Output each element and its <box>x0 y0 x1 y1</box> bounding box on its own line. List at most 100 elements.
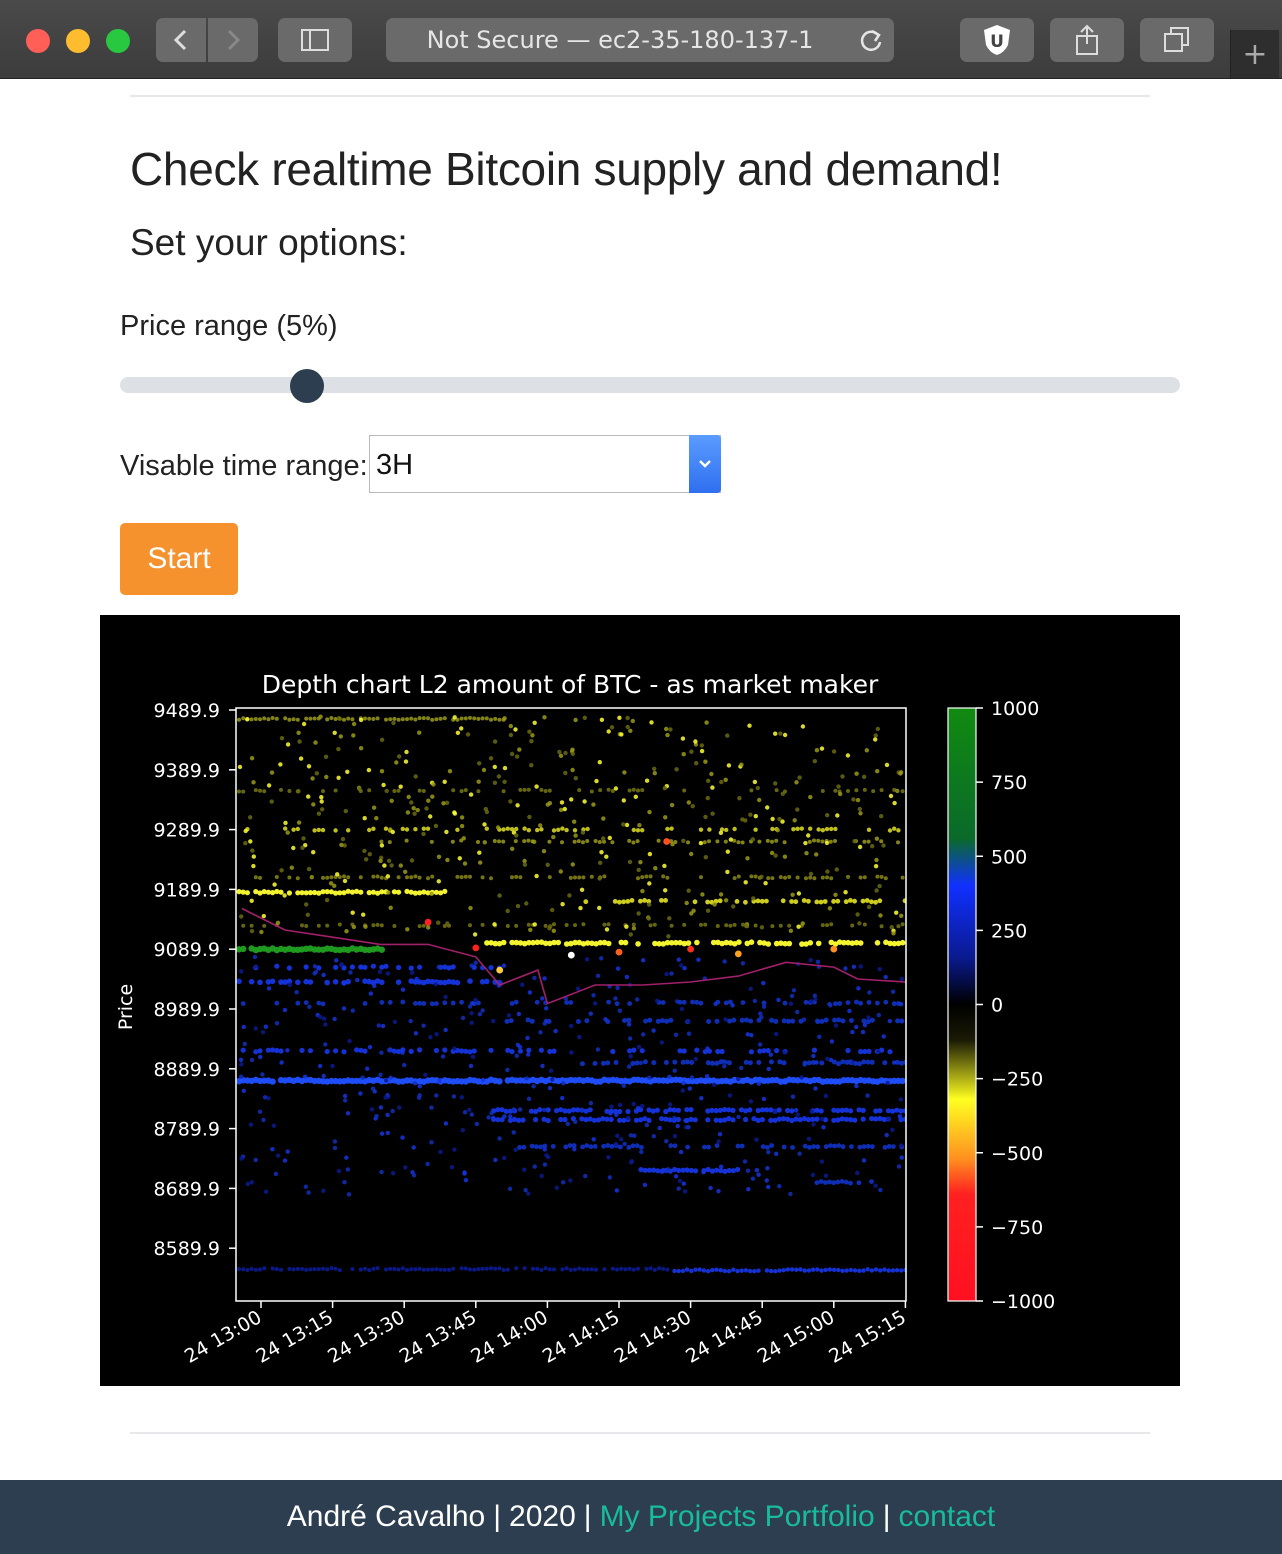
order-book-point <box>346 828 351 833</box>
price-range-slider[interactable] <box>120 377 1180 393</box>
price-range-slider-thumb[interactable] <box>290 369 324 403</box>
order-book-point <box>790 1018 796 1024</box>
order-book-point <box>723 898 729 903</box>
order-book-point <box>632 1133 637 1138</box>
back-button[interactable] <box>156 18 206 62</box>
colorbar-tick-label: 0 <box>991 995 1003 1017</box>
order-book-point <box>708 1185 713 1191</box>
order-book-point <box>283 826 288 831</box>
order-book-point <box>584 940 591 946</box>
order-book-point <box>396 717 401 722</box>
contact-link[interactable]: contact <box>898 1500 996 1533</box>
order-book-point <box>269 978 276 985</box>
y-tick-label: 8789.9 <box>154 1119 220 1141</box>
order-book-point <box>756 1081 762 1086</box>
order-book-point <box>858 1000 863 1006</box>
order-book-point <box>429 891 434 896</box>
order-book-point <box>404 827 410 832</box>
order-book-point <box>857 940 864 946</box>
order-book-point <box>661 1266 666 1271</box>
order-book-point <box>680 1059 686 1065</box>
order-book-point <box>836 1017 842 1023</box>
order-book-point <box>707 839 711 844</box>
order-book-point <box>626 1064 632 1069</box>
close-window-button[interactable] <box>26 29 50 53</box>
order-book-point <box>862 787 867 792</box>
order-book-point <box>686 800 691 805</box>
order-book-point <box>366 767 372 773</box>
order-book-point <box>825 813 830 818</box>
order-book-point <box>655 1018 661 1024</box>
order-book-point <box>656 941 662 947</box>
order-book-point <box>627 788 632 793</box>
order-book-point <box>445 857 450 863</box>
order-book-point <box>647 881 652 886</box>
order-book-point <box>570 1107 576 1113</box>
order-book-point <box>897 1114 902 1119</box>
order-book-point <box>266 986 272 991</box>
ublock-button[interactable]: U <box>960 18 1034 62</box>
order-book-point <box>265 1047 271 1053</box>
order-book-point <box>450 964 456 970</box>
order-book-point <box>662 863 667 869</box>
order-book-point <box>408 1048 414 1054</box>
order-book-point <box>857 1268 862 1273</box>
order-book-point <box>795 1112 800 1117</box>
order-book-point <box>509 751 515 757</box>
order-book-point <box>881 1034 886 1039</box>
order-book-point <box>568 1267 573 1272</box>
new-tab-button[interactable]: + <box>1230 30 1279 78</box>
order-book-point <box>677 1178 683 1184</box>
order-book-point <box>642 1167 648 1173</box>
order-book-point <box>887 828 893 833</box>
order-book-point <box>433 1047 439 1054</box>
order-book-point <box>236 978 242 985</box>
order-book-point <box>882 1145 888 1150</box>
order-book-point <box>436 854 442 859</box>
select-arrow[interactable] <box>689 435 721 493</box>
order-book-point <box>333 717 338 721</box>
order-book-point <box>800 724 806 729</box>
order-book-point <box>311 802 316 807</box>
order-book-point <box>534 939 541 946</box>
address-bar[interactable]: Not Secure — ec2-35-180-137-1 <box>386 18 894 62</box>
order-book-point <box>398 863 403 868</box>
maximize-window-button[interactable] <box>106 29 130 53</box>
order-book-point <box>450 1000 456 1006</box>
share-button[interactable] <box>1050 18 1124 62</box>
order-book-point <box>442 1000 448 1006</box>
start-button[interactable]: Start <box>120 523 238 595</box>
reload-icon[interactable] <box>858 27 884 53</box>
order-book-point <box>364 857 369 862</box>
order-book-point <box>385 1112 390 1118</box>
minimize-window-button[interactable] <box>66 29 90 53</box>
order-book-point <box>610 840 615 845</box>
order-book-point <box>887 1018 892 1024</box>
order-book-point <box>237 1267 241 1272</box>
order-book-point <box>820 875 825 880</box>
order-book-point <box>553 1028 558 1034</box>
order-book-point <box>627 1266 632 1271</box>
order-book-point <box>282 1007 288 1013</box>
forward-button[interactable] <box>208 18 258 62</box>
footer-year: 2020 <box>509 1500 576 1533</box>
order-book-point <box>726 1107 732 1113</box>
tabs-overview-button[interactable] <box>1140 18 1214 62</box>
order-book-point <box>808 794 813 800</box>
portfolio-link[interactable]: My Projects Portfolio <box>599 1500 875 1533</box>
order-book-point <box>803 941 809 947</box>
order-book-point <box>509 827 515 832</box>
order-book-point <box>371 1266 376 1271</box>
order-book-point <box>668 940 675 946</box>
sidebar-toggle-button[interactable] <box>278 18 352 62</box>
order-book-point <box>704 720 709 725</box>
y-axis: 9489.99389.99289.99189.99089.98989.98889… <box>154 700 236 1260</box>
order-book-point <box>307 1048 313 1054</box>
order-book-point <box>542 940 549 947</box>
order-book-point <box>287 789 292 793</box>
time-range-select[interactable]: 3H <box>369 435 721 493</box>
order-book-point <box>400 999 406 1005</box>
order-book-point <box>705 908 711 913</box>
order-book-point <box>492 922 497 927</box>
order-book-point <box>641 958 646 963</box>
